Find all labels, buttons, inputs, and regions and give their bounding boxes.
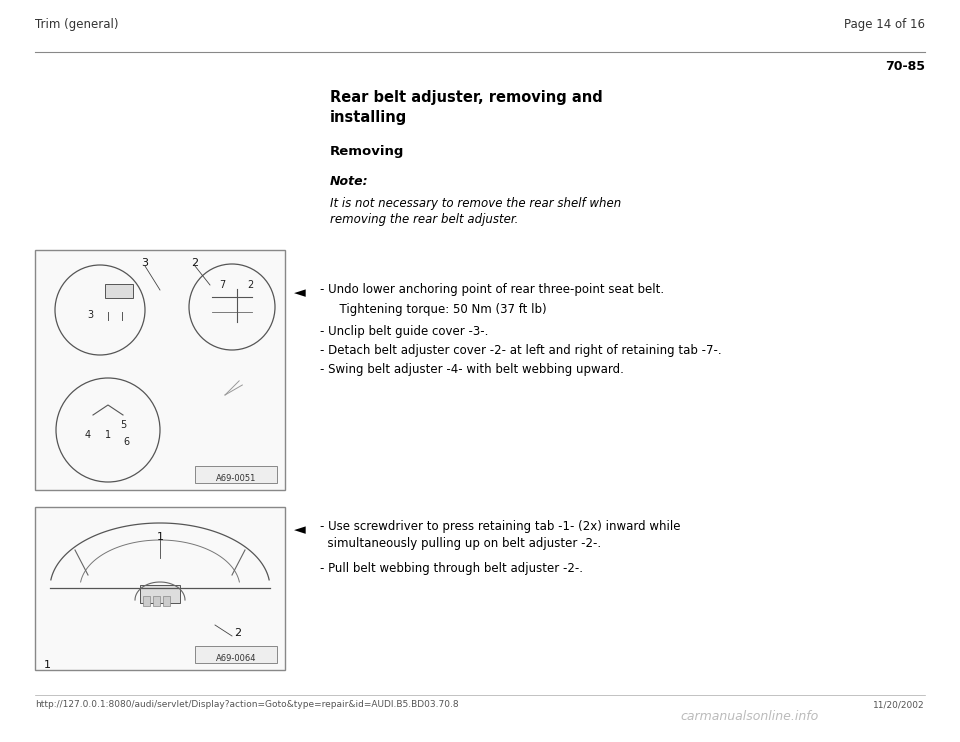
Text: 11/20/2002: 11/20/2002 bbox=[874, 700, 925, 709]
Text: 7: 7 bbox=[219, 280, 226, 290]
Text: 3: 3 bbox=[87, 310, 93, 320]
Bar bbox=[153, 596, 160, 606]
Text: Removing: Removing bbox=[330, 145, 404, 158]
Text: A69-0051: A69-0051 bbox=[216, 474, 256, 483]
Text: - Use screwdriver to press retaining tab -1- (2x) inward while: - Use screwdriver to press retaining tab… bbox=[320, 520, 681, 533]
Text: 6: 6 bbox=[123, 437, 129, 447]
Text: - Pull belt webbing through belt adjuster -2-.: - Pull belt webbing through belt adjuste… bbox=[320, 562, 583, 575]
Text: Tightening torque: 50 Nm (37 ft lb): Tightening torque: 50 Nm (37 ft lb) bbox=[332, 303, 546, 316]
Bar bbox=[163, 596, 170, 606]
Text: - Undo lower anchoring point of rear three-point seat belt.: - Undo lower anchoring point of rear thr… bbox=[320, 283, 664, 296]
Text: ◄: ◄ bbox=[294, 285, 306, 300]
Text: 4: 4 bbox=[84, 430, 91, 440]
Bar bbox=[105, 284, 133, 298]
Text: Page 14 of 16: Page 14 of 16 bbox=[844, 18, 925, 31]
Text: simultaneously pulling up on belt adjuster -2-.: simultaneously pulling up on belt adjust… bbox=[320, 537, 601, 550]
Text: 5: 5 bbox=[120, 420, 126, 430]
Text: carmanualsonline.info: carmanualsonline.info bbox=[680, 710, 818, 723]
Text: 2: 2 bbox=[247, 280, 253, 290]
Text: 1: 1 bbox=[105, 430, 111, 440]
Text: ◄: ◄ bbox=[294, 522, 306, 537]
Text: A69-0064: A69-0064 bbox=[216, 654, 256, 663]
Text: removing the rear belt adjuster.: removing the rear belt adjuster. bbox=[330, 213, 518, 226]
Text: - Detach belt adjuster cover -2- at left and right of retaining tab -7-.: - Detach belt adjuster cover -2- at left… bbox=[320, 344, 722, 357]
Text: 70-85: 70-85 bbox=[885, 60, 925, 73]
Bar bbox=[35, 250, 285, 490]
Text: installing: installing bbox=[330, 110, 407, 125]
Text: http://127.0.0.1:8080/audi/servlet/Display?action=Goto&type=repair&id=AUDI.B5.BD: http://127.0.0.1:8080/audi/servlet/Displ… bbox=[35, 700, 459, 709]
Text: - Swing belt adjuster -4- with belt webbing upward.: - Swing belt adjuster -4- with belt webb… bbox=[320, 363, 624, 376]
Text: 1: 1 bbox=[43, 660, 51, 670]
Text: Note:: Note: bbox=[330, 175, 369, 188]
Text: 3: 3 bbox=[141, 258, 149, 268]
Bar bbox=[143, 596, 150, 606]
Text: It is not necessary to remove the rear shelf when: It is not necessary to remove the rear s… bbox=[330, 197, 621, 210]
Bar bbox=[195, 646, 277, 663]
Text: 2: 2 bbox=[234, 628, 242, 638]
Text: - Unclip belt guide cover -3-.: - Unclip belt guide cover -3-. bbox=[320, 325, 489, 338]
Text: Rear belt adjuster, removing and: Rear belt adjuster, removing and bbox=[330, 90, 603, 105]
Bar bbox=[195, 466, 277, 483]
Text: 1: 1 bbox=[156, 532, 163, 542]
Text: Trim (general): Trim (general) bbox=[35, 18, 118, 31]
Bar bbox=[140, 585, 180, 603]
Bar bbox=[35, 507, 285, 670]
Text: 2: 2 bbox=[191, 258, 199, 268]
